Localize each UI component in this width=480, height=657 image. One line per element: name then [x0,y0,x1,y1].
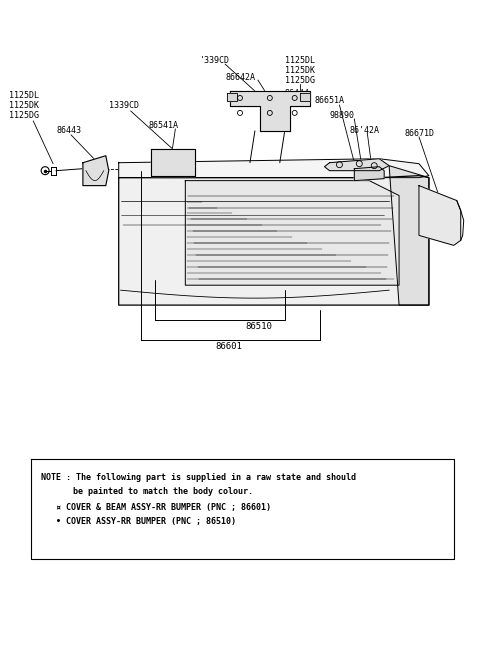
Polygon shape [354,167,384,181]
Text: 86510: 86510 [245,322,272,331]
Polygon shape [419,186,461,245]
Text: 86671D: 86671D [404,129,434,138]
Text: 1125DL: 1125DL [9,91,39,100]
Text: • COVER ASSY-RR BUMPER (PNC ; 86510): • COVER ASSY-RR BUMPER (PNC ; 86510) [56,517,236,526]
Text: 86443: 86443 [56,126,81,135]
Text: 86601: 86601 [215,342,242,351]
Text: 98890: 98890 [329,111,354,120]
Bar [300,93,310,101]
Text: '339CD: '339CD [200,56,230,65]
Text: 1125DK: 1125DK [9,101,39,110]
Polygon shape [185,181,399,285]
Polygon shape [119,159,429,177]
Polygon shape [83,156,109,186]
Text: 86651A: 86651A [314,96,345,105]
Polygon shape [230,91,310,131]
Text: NOTE : The following part is supplied in a raw state and should: NOTE : The following part is supplied in… [41,474,356,482]
Text: 86'42A: 86'42A [349,126,379,135]
Text: 86444: 86444 [285,89,310,98]
Polygon shape [324,159,389,171]
Text: 1125DG: 1125DG [285,76,315,85]
Text: ¤ COVER & BEAM ASSY-RR BUMPER (PNC ; 86601): ¤ COVER & BEAM ASSY-RR BUMPER (PNC ; 866… [56,503,271,512]
Text: 86642A: 86642A [225,73,255,82]
Polygon shape [389,166,429,305]
Text: be painted to match the body colour.: be painted to match the body colour. [73,487,253,496]
Polygon shape [151,148,195,175]
Text: 86541A: 86541A [148,121,179,130]
Text: 1125DL: 1125DL [285,56,315,65]
Text: 1125DK: 1125DK [285,66,315,75]
Bar [227,93,237,101]
Polygon shape [119,175,429,305]
Text: 1339CD: 1339CD [109,101,139,110]
Text: 1125DG: 1125DG [9,111,39,120]
